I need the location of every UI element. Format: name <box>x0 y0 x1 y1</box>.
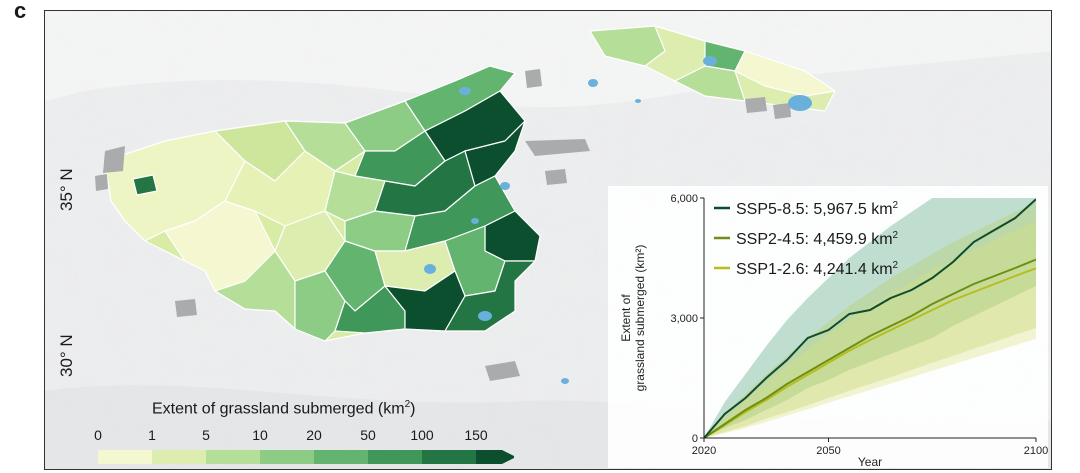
latitude-label-30n: 30° N <box>57 334 76 377</box>
y-tick-label: 6,000 <box>670 193 698 205</box>
series-lines <box>704 198 1036 438</box>
y-axis-label-line: grassland submerged (km²) <box>633 245 647 392</box>
colorbar-segment <box>260 450 314 464</box>
legend-title-text: Extent of grassland submerged (km <box>152 400 405 418</box>
legend-tick-label: 100 <box>410 427 434 443</box>
lakes <box>424 56 812 384</box>
legend-entry-unit-sup: 2 <box>893 230 899 241</box>
colorbar-segment <box>422 450 476 464</box>
legend-colorbar <box>98 450 514 464</box>
panel-label: c <box>14 0 27 23</box>
colorbar-arrow <box>476 450 514 464</box>
legend-tick-label: 10 <box>252 427 268 443</box>
grassland-region-main <box>104 65 541 342</box>
legend-title-close: ) <box>410 400 416 418</box>
legend-tick-label: 0 <box>94 427 102 443</box>
legend-title-sup: 2 <box>404 399 411 410</box>
legend-tick-label: 20 <box>306 427 322 443</box>
chart-background <box>608 186 1048 468</box>
x-tick-label: 2050 <box>816 445 840 457</box>
chart-svg: 0 3,000 6,000 2020 2050 2100 Year Extent of gras… <box>608 186 1048 468</box>
legend-tick-label: 5 <box>202 427 210 443</box>
colorbar-segment <box>98 450 152 464</box>
legend-tick-label: 1 <box>148 427 156 443</box>
latitude-label-35n: 35° N <box>57 168 76 211</box>
colorbar-segment <box>152 450 206 464</box>
series-line-ssp5-8.5 <box>704 198 1036 438</box>
y-tick-label: 0 <box>692 433 698 445</box>
legend-title: Extent of grassland submerged (km2) <box>152 399 415 418</box>
y-axis-label: Extent of grassland submerged (km²) <box>619 245 647 392</box>
uncertainty-band-ssp5-8.5 <box>704 198 1036 438</box>
y-tick-label: 3,000 <box>670 313 698 325</box>
series-line-ssp1-2.6 <box>704 267 1036 438</box>
colorbar-segment <box>206 450 260 464</box>
x-tick-label: 2100 <box>1024 445 1048 457</box>
legend-tick-label: 50 <box>360 427 376 443</box>
legend-entry-unit-sup: 2 <box>893 200 899 211</box>
colorbar-segment <box>368 450 422 464</box>
legend-entry-ssp2-4.5: SSP2-4.5: 4,459.9 km2 <box>736 230 899 248</box>
plateau-zone-north <box>45 11 1051 108</box>
colorbar-segment <box>314 450 368 464</box>
projection-chart: 0 3,000 6,000 2020 2050 2100 Year Extent of gras… <box>608 186 1048 468</box>
legend-tick-label: 150 <box>464 427 488 443</box>
legend-entry-ssp1-2.6: SSP1-2.6: 4,241.4 km2 <box>736 260 899 278</box>
no-data-patches <box>95 69 791 381</box>
legend-entry-ssp5-8.5: SSP5-8.5: 5,967.5 km2 <box>736 200 899 218</box>
series-line-ssp2-4.5 <box>704 258 1036 438</box>
color-legend: Extent of grassland submerged (km2) 0 1 … <box>94 395 516 467</box>
y-axis-label-line: Extent of <box>619 294 633 342</box>
legend-entry-unit-sup: 2 <box>893 260 899 271</box>
x-axis-label: Year <box>858 455 882 468</box>
x-tick-label: 2020 <box>692 445 716 457</box>
